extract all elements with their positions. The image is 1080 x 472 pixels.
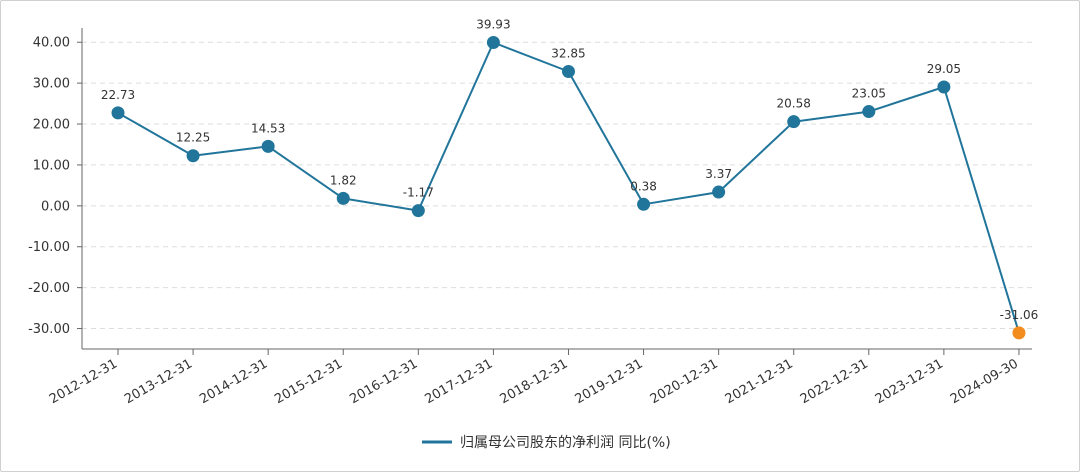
data-label: 23.05 bbox=[852, 87, 886, 101]
x-tick-label: 2015-12-31 bbox=[272, 356, 345, 407]
x-tick-label: 2018-12-31 bbox=[498, 356, 571, 407]
data-point bbox=[186, 149, 200, 163]
x-tick-label: 2013-12-31 bbox=[122, 356, 195, 407]
legend[interactable]: 归属母公司股东的净利润 同比(%) bbox=[422, 434, 671, 451]
x-tick-label: 2014-12-31 bbox=[197, 356, 270, 407]
grid-lines bbox=[82, 41, 1032, 330]
x-tick-label: 2023-12-31 bbox=[873, 356, 946, 407]
data-points bbox=[111, 36, 1026, 340]
data-point bbox=[787, 115, 801, 129]
data-label: 3.37 bbox=[705, 167, 732, 181]
y-tick-label: -30.00 bbox=[28, 322, 70, 337]
y-axis-ticks: 40.00 30.00 20.00 10.00 0.00 -10.00 -20.00 -30.… bbox=[28, 36, 82, 337]
y-tick-label: 0.00 bbox=[41, 199, 70, 214]
data-label: 1.82 bbox=[330, 173, 357, 187]
data-label: 32.85 bbox=[551, 46, 585, 60]
data-label: 29.05 bbox=[927, 62, 961, 76]
data-point bbox=[862, 105, 876, 119]
y-tick-label: -20.00 bbox=[28, 281, 70, 296]
data-label: 22.73 bbox=[101, 88, 135, 102]
legend-label: 归属母公司股东的净利润 同比(%) bbox=[460, 434, 671, 451]
data-point bbox=[712, 185, 726, 199]
y-tick-label: 40.00 bbox=[33, 36, 70, 51]
data-label: 14.53 bbox=[251, 121, 285, 135]
data-point bbox=[1012, 326, 1026, 340]
y-tick-label: -10.00 bbox=[28, 240, 70, 255]
data-label: 0.38 bbox=[630, 179, 657, 193]
data-point bbox=[111, 106, 125, 120]
x-tick-label: 2016-12-31 bbox=[347, 356, 420, 407]
y-tick-label: 20.00 bbox=[33, 118, 70, 133]
data-point bbox=[261, 139, 275, 153]
y-tick-label: 10.00 bbox=[33, 158, 70, 173]
data-label: 20.58 bbox=[777, 97, 811, 111]
data-point bbox=[411, 204, 425, 218]
data-point bbox=[561, 64, 575, 78]
x-tick-label: 2019-12-31 bbox=[573, 356, 646, 407]
data-point bbox=[937, 80, 951, 94]
data-point bbox=[637, 197, 651, 211]
data-label: -1.17 bbox=[403, 186, 434, 200]
data-point bbox=[486, 36, 500, 50]
data-labels: 22.73 12.25 14.53 1.82 -1.17 39.93 32.85 0.38 3.… bbox=[101, 18, 1038, 322]
y-tick-label: 30.00 bbox=[33, 77, 70, 92]
data-point bbox=[336, 191, 350, 205]
x-tick-label: 2012-12-31 bbox=[47, 356, 120, 407]
axes bbox=[81, 28, 1032, 350]
x-axis-ticks: 2012-12-31 2013-12-31 2014-12-31 2015-12-31… bbox=[47, 349, 1021, 407]
x-tick-label: 2020-12-31 bbox=[648, 356, 721, 407]
x-tick-label: 2024-09-30 bbox=[948, 356, 1021, 407]
x-tick-label: 2022-12-31 bbox=[798, 356, 871, 407]
x-tick-label: 2017-12-31 bbox=[422, 356, 495, 407]
data-label: 39.93 bbox=[476, 18, 510, 32]
data-label: 12.25 bbox=[176, 131, 210, 145]
data-label: -31.06 bbox=[1000, 308, 1039, 322]
x-tick-label: 2021-12-31 bbox=[723, 356, 796, 407]
